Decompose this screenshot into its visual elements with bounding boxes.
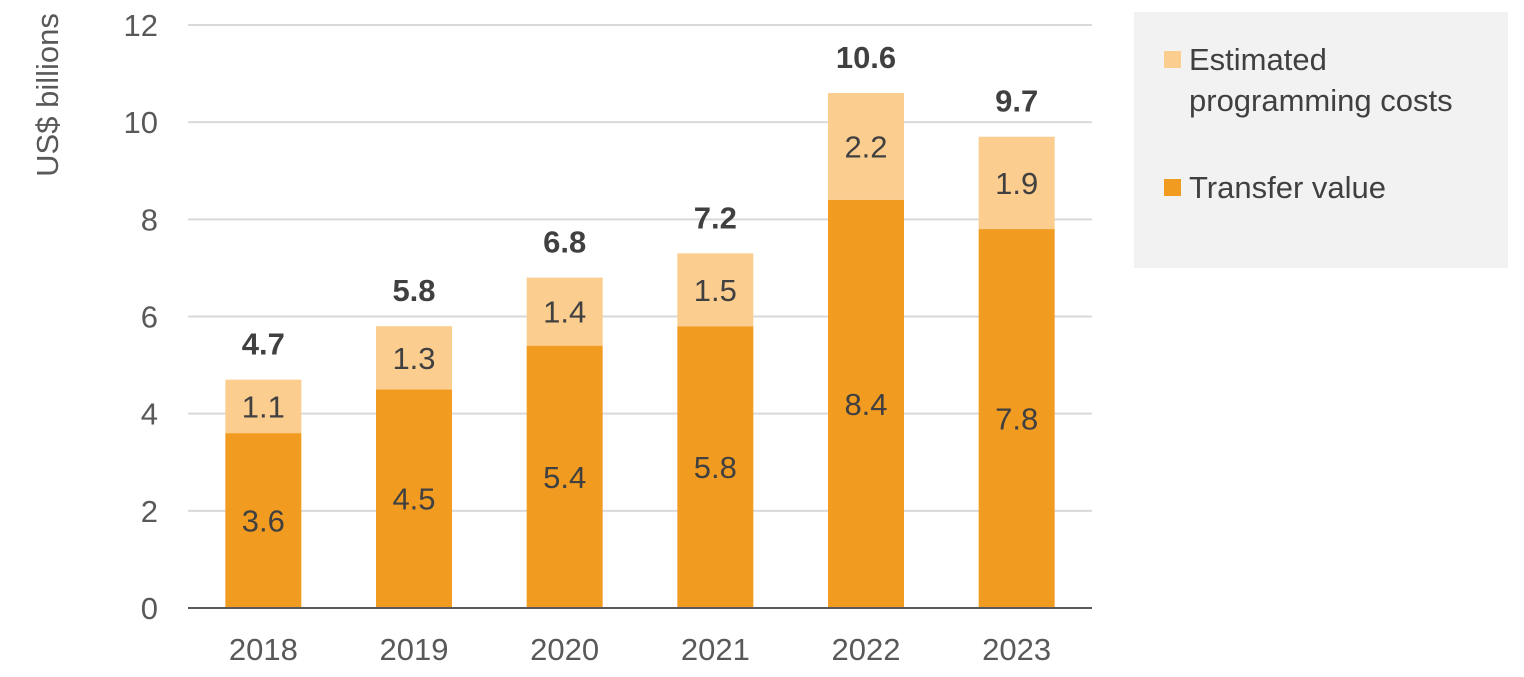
y-tick-label: 4 [141, 397, 158, 432]
segment-value-label: 2.2 [844, 129, 887, 164]
legend-label-transfer-value: Transfer value [1189, 170, 1386, 205]
x-tick-label: 2018 [229, 632, 298, 667]
y-tick-label: 8 [141, 202, 158, 237]
segment-value-label: 7.8 [995, 402, 1038, 437]
y-tick-label: 0 [141, 591, 158, 626]
bars [225, 93, 1055, 609]
y-tick-label: 12 [124, 8, 158, 43]
total-value-label: 9.7 [995, 84, 1038, 119]
total-value-label: 7.2 [694, 200, 737, 235]
bar-segment [978, 136, 1055, 230]
bar-segment [526, 345, 603, 608]
x-tick-label: 2021 [681, 632, 750, 667]
y-tick-label: 10 [124, 105, 158, 140]
legend-item-estimated-programming-costs: Estimated programming costs [1164, 39, 1499, 121]
total-value-label: 4.7 [242, 327, 285, 362]
data-labels: 3.6 1.1 4.7 4.5 1.3 5.8 5.4 1.4 6.8 5.8 1.5 7.2 8.4 2… [242, 40, 1038, 539]
segment-value-label: 1.9 [995, 166, 1038, 201]
bar-segment [225, 379, 302, 434]
legend-swatch-transfer-value [1164, 179, 1181, 196]
bar-segment [225, 433, 302, 608]
segment-value-label: 8.4 [844, 387, 887, 422]
legend-item-transfer-value: Transfer value [1164, 167, 1499, 208]
legend: Estimated programming costs Transfer val… [1134, 12, 1508, 268]
bar-segment [376, 389, 452, 608]
segment-value-label: 1.4 [543, 295, 586, 330]
legend-swatch-estimated-programming-costs [1164, 51, 1181, 68]
bar-segment [978, 229, 1055, 609]
y-tick-label: 6 [141, 300, 158, 335]
bar-segment [376, 326, 452, 390]
total-value-label: 10.6 [836, 40, 896, 75]
axes: 0 2 4 6 8 10 12 US$ billions 2018 2019 2020 2021 202… [30, 8, 1092, 667]
segment-value-label: 5.4 [543, 460, 586, 495]
y-tick-label: 2 [141, 494, 158, 529]
segment-value-label: 5.8 [694, 450, 737, 485]
segment-value-label: 3.6 [242, 504, 285, 539]
segment-value-label: 4.5 [392, 482, 435, 517]
legend-label-estimated-programming-costs: Estimated programming costs [1189, 42, 1453, 118]
gridlines [188, 24, 1092, 512]
bar-segment [828, 199, 904, 608]
segment-value-label: 1.1 [242, 389, 285, 424]
y-axis-title: US$ billions [30, 13, 65, 177]
x-tick-label: 2022 [832, 632, 901, 667]
bar-segment [677, 253, 754, 327]
x-tick-label: 2019 [380, 632, 449, 667]
segment-value-label: 1.5 [694, 273, 737, 308]
x-tick-label: 2020 [530, 632, 599, 667]
bar-segment [526, 277, 603, 346]
total-value-label: 6.8 [543, 225, 586, 260]
bar-segment [677, 326, 754, 608]
total-value-label: 5.8 [392, 273, 435, 308]
bar-segment [828, 93, 904, 200]
segment-value-label: 1.3 [392, 341, 435, 376]
x-tick-label: 2023 [982, 632, 1051, 667]
